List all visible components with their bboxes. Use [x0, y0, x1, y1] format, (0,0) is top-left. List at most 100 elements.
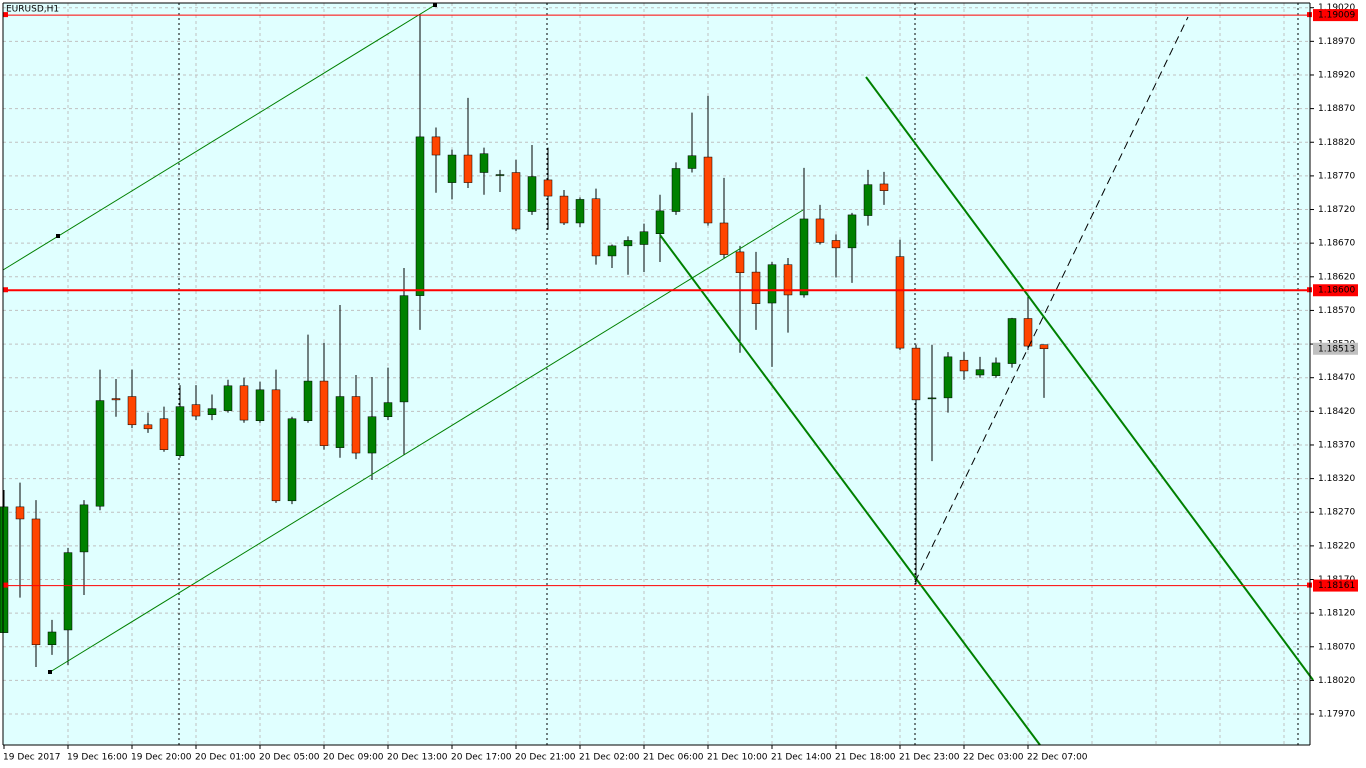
x-tick-label: 19 Dec 16:00: [67, 753, 128, 763]
candle-body: [991, 362, 1001, 376]
candle-body: [655, 210, 665, 234]
y-tick-label: 1.18320: [1318, 474, 1355, 484]
x-tick-label: 21 Dec 10:00: [707, 753, 768, 763]
candle-body: [463, 154, 473, 183]
candle-body: [351, 396, 361, 454]
level-label: 1.18600: [1318, 286, 1355, 296]
candle-body: [1023, 318, 1033, 347]
chart-title: EURUSD,H1: [6, 5, 59, 15]
candle-body: [527, 176, 537, 212]
candle-body: [639, 231, 649, 245]
candle-body: [575, 199, 585, 224]
candle-body: [863, 184, 873, 216]
y-tick-label: 1.18020: [1318, 676, 1355, 686]
plot-background: [3, 3, 1310, 745]
candle-body: [431, 136, 441, 156]
candle-body: [447, 154, 457, 183]
axes: 1.19020 1.18970 1.18920 1.18870 1.18820 1.187…: [3, 3, 1358, 763]
candle-body: [751, 271, 761, 304]
candle-body: [879, 183, 889, 191]
y-tick-label: 1.18620: [1318, 272, 1355, 282]
candle-body: [31, 518, 41, 646]
y-tick-label: 1.18970: [1318, 37, 1355, 47]
y-tick-label: 1.18670: [1318, 239, 1355, 249]
last-price-bg: [1313, 342, 1358, 355]
x-tick-label: 21 Dec 14:00: [771, 753, 832, 763]
candle-body: [399, 295, 409, 403]
candle-body: [815, 218, 825, 243]
channel-line: [2, 4, 436, 271]
candle-body: [479, 153, 489, 173]
candle-body: [127, 396, 137, 426]
x-tick-label: 20 Dec 01:00: [195, 753, 256, 763]
candle-body: [895, 256, 905, 349]
candle-body: [671, 168, 681, 212]
candle-body: [367, 416, 377, 454]
x-tick-label: 20 Dec 17:00: [451, 753, 512, 763]
anchor-point: [56, 234, 60, 238]
x-tick-label: 21 Dec 02:00: [579, 753, 640, 763]
y-tick-label: 1.18370: [1318, 440, 1355, 450]
level-marker: [3, 582, 8, 588]
levels: [3, 12, 1312, 588]
level-label-bg: [1313, 579, 1358, 592]
y-tick-label: 1.18570: [1318, 306, 1355, 316]
candle-body: [63, 552, 73, 631]
grid: [3, 3, 1310, 745]
y-tick-label: 1.18720: [1318, 205, 1355, 215]
candle-body: [591, 198, 601, 257]
level-label-bg: [1313, 284, 1358, 297]
candle-body: [207, 408, 217, 415]
candle-body: [95, 400, 105, 507]
candle-body: [511, 172, 521, 230]
candle-body: [943, 356, 953, 399]
x-tick-label: 20 Dec 13:00: [387, 753, 448, 763]
candle-body: [191, 404, 201, 417]
last-price-label: 1.18513: [1318, 344, 1355, 354]
candle-body: [175, 406, 185, 456]
y-tick-label: 1.18220: [1318, 541, 1355, 551]
candle-body: [767, 264, 777, 304]
x-tick-label: 21 Dec 18:00: [835, 753, 896, 763]
x-tick-label: 20 Dec 21:00: [515, 753, 576, 763]
x-tick-label: 20 Dec 09:00: [323, 753, 384, 763]
level-label: 1.18161: [1318, 581, 1355, 591]
candle-body: [159, 418, 169, 450]
y-tick-label: 1.19020: [1318, 3, 1355, 13]
y-tick-label: 1.18070: [1318, 642, 1355, 652]
candle-body: [271, 389, 281, 502]
y-tick-label: 1.18470: [1318, 373, 1355, 383]
candle-body: [111, 398, 121, 401]
candle-body: [0, 506, 9, 633]
candle-body: [799, 218, 809, 296]
candle-body: [687, 155, 697, 169]
candle-body: [719, 222, 729, 255]
y-tick-label: 1.18420: [1318, 407, 1355, 417]
candle-body: [623, 240, 633, 247]
candle-body: [383, 402, 393, 417]
candle-body: [303, 380, 313, 422]
x-tick-label: 22 Dec 03:00: [963, 753, 1024, 763]
candle-body: [911, 347, 921, 401]
trend-line: [659, 234, 1041, 746]
trend-line: [865, 76, 1314, 681]
candle-body: [831, 240, 841, 249]
candle-body: [959, 359, 969, 372]
y-tick-label: 1.17970: [1318, 710, 1355, 720]
level-label: 1.19009: [1318, 11, 1355, 21]
candle-body: [975, 369, 985, 376]
candle-body: [1007, 318, 1017, 364]
candle-body: [47, 631, 57, 646]
x-tick-label: 19 Dec 2017: [3, 753, 61, 763]
level-label-bg: [1313, 9, 1358, 22]
candle-body: [335, 396, 345, 448]
candle-body: [927, 397, 937, 400]
candle-body: [847, 214, 857, 249]
candle-body: [15, 506, 25, 520]
y-tick-label: 1.18120: [1318, 609, 1355, 619]
x-tick-label: 20 Dec 05:00: [259, 753, 320, 763]
channel-line: [49, 209, 804, 673]
candle-body: [1039, 344, 1049, 350]
candle-body: [319, 380, 329, 446]
